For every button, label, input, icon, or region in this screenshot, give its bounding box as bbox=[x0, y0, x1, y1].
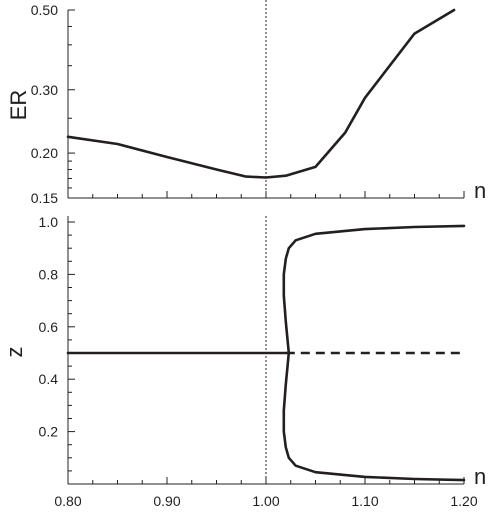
series-line-3 bbox=[282, 351, 466, 482]
x-tick-label: 0.90 bbox=[153, 493, 180, 509]
y-tick-label: 0.4 bbox=[39, 371, 59, 387]
x-tick-label: 1.00 bbox=[252, 493, 279, 509]
y-tick-label: 0.15 bbox=[31, 190, 58, 206]
series-line-2 bbox=[282, 224, 466, 355]
y-tick-label: 0.6 bbox=[39, 319, 59, 335]
x-tick-label: 1.20 bbox=[450, 493, 477, 509]
x-tick-label: 0.80 bbox=[54, 493, 81, 509]
series-line-0 bbox=[66, 8, 456, 179]
x-tick-label: 1.10 bbox=[351, 493, 378, 509]
y-tick-label: 0.2 bbox=[39, 424, 59, 440]
er-panel: 0.15 0.20 0.30 0.50 ER n bbox=[6, 0, 486, 206]
y-tick-label: 0.8 bbox=[39, 266, 59, 282]
x-axis-title: n bbox=[474, 464, 486, 489]
y-tick-label: 0.50 bbox=[31, 2, 58, 18]
y-tick-label: 0.30 bbox=[31, 82, 58, 98]
y-axis-title: z bbox=[2, 347, 27, 358]
y-axis-title: ER bbox=[6, 90, 31, 121]
y-tick-label: 0.20 bbox=[31, 145, 58, 161]
y-tick-label: 1.0 bbox=[39, 214, 59, 230]
x-axis-title: n bbox=[474, 178, 486, 203]
z-panel: 0.2 0.4 0.6 0.8 1.0 0.80 0.90 1.00 1.10 1.20 z n bbox=[2, 214, 486, 509]
